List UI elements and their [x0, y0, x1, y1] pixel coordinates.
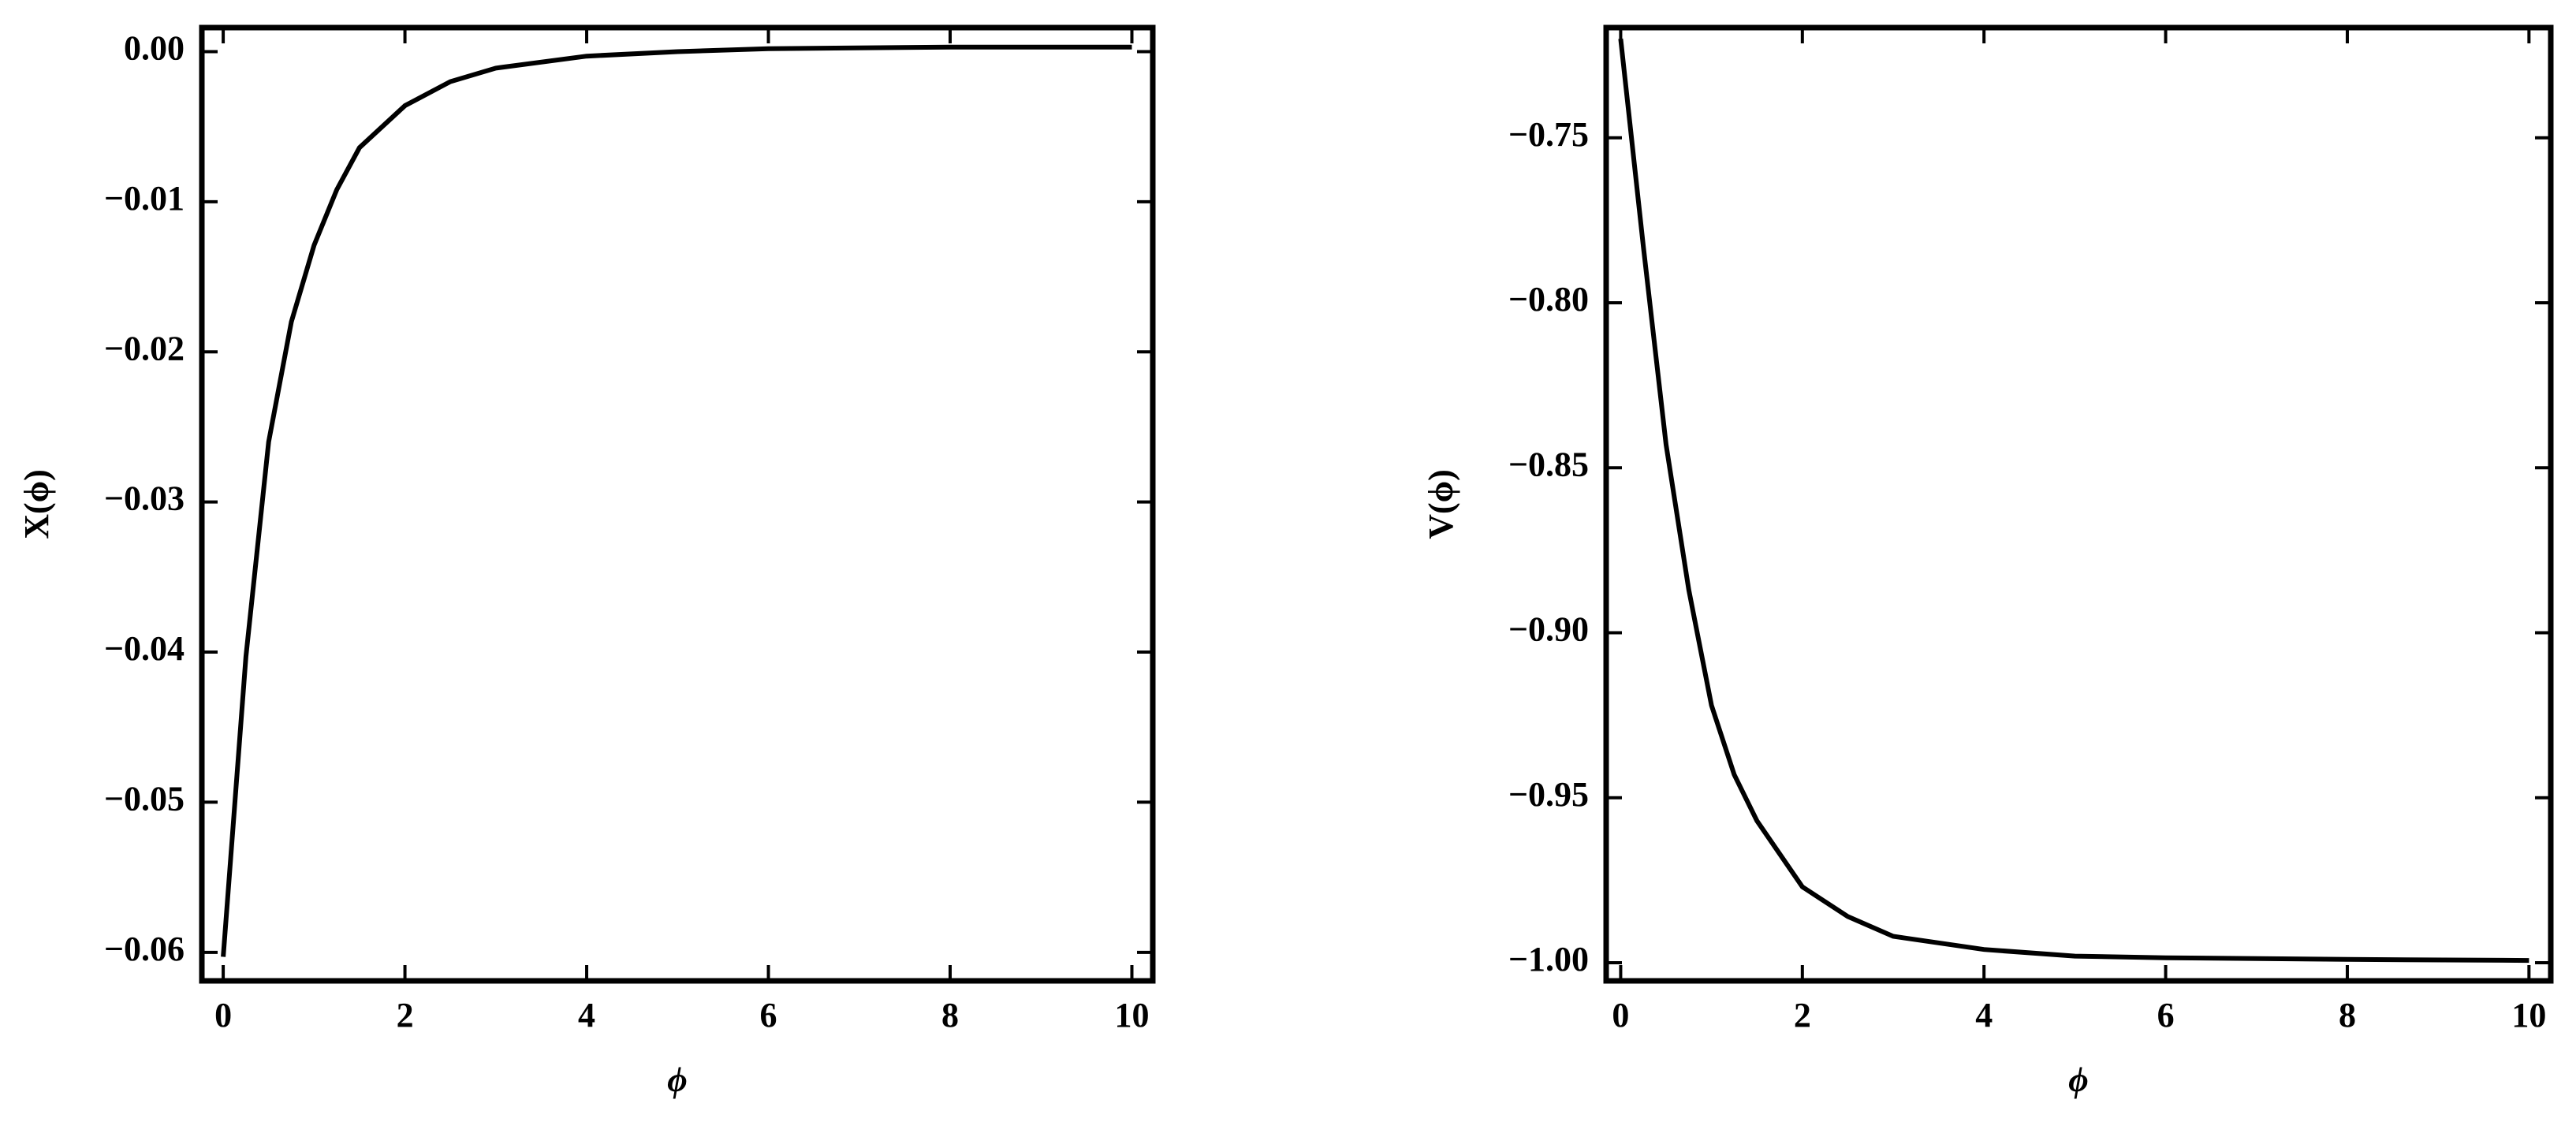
y-tick-label: −0.85 [1508, 445, 1589, 483]
y-tick-label: −1.00 [1508, 940, 1589, 978]
x-tick-label: 10 [2511, 996, 2546, 1034]
y-tick-label: −0.02 [104, 329, 185, 367]
x-tick-label: 8 [2339, 996, 2356, 1034]
x-axis-label: ϕ [667, 1060, 687, 1099]
y-tick-label: −0.04 [104, 629, 185, 668]
x-tick-label: 2 [397, 996, 414, 1034]
y-tick-label: −0.03 [104, 479, 185, 518]
y-axis-label: V(ϕ) [1422, 469, 1460, 539]
y-tick-label: −0.75 [1508, 115, 1589, 154]
y-tick-label: −0.01 [104, 179, 185, 218]
x-tick-label: 4 [1975, 996, 1993, 1034]
y-tick-label: −0.95 [1508, 775, 1589, 814]
x-tick-label: 4 [578, 996, 595, 1034]
y-axis-label: X(ϕ) [17, 469, 56, 539]
plot-frame [1603, 24, 2554, 984]
y-tick-label: −0.06 [104, 930, 185, 968]
x-tick-label: 0 [214, 996, 232, 1034]
x-axis-label: ϕ [2068, 1060, 2088, 1099]
x-tick-label: 8 [941, 996, 959, 1034]
plot-frame [199, 24, 1156, 984]
data-line [1618, 38, 2529, 964]
x-tick-label: 6 [2157, 996, 2175, 1034]
x-tick-label: 6 [760, 996, 777, 1034]
x-tick-label: 2 [1794, 996, 1811, 1034]
x-tick-label: 10 [1114, 996, 1149, 1034]
y-tick-label: 0.00 [124, 29, 185, 68]
y-tick-label: −0.05 [104, 780, 185, 818]
y-tick-label: −0.90 [1508, 610, 1589, 649]
data-line [221, 44, 1132, 957]
x-tick-label: 0 [1612, 996, 1629, 1034]
y-tick-label: −0.80 [1508, 280, 1589, 319]
